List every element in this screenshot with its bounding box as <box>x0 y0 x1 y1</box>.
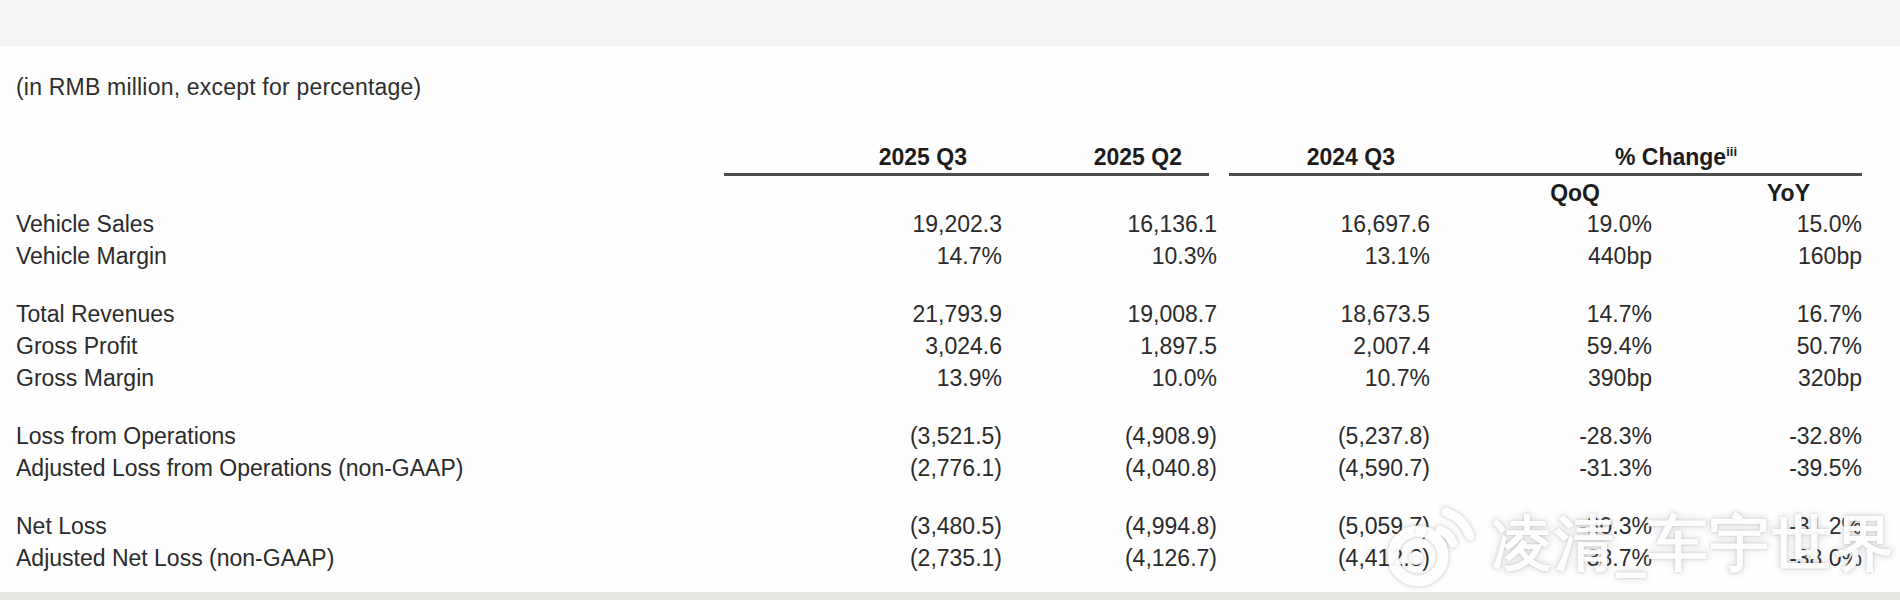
subheader-yoy: YoY <box>1652 180 1862 206</box>
subheader-qoq: QoQ <box>1430 180 1652 206</box>
units-note: (in RMB million, except for percentage) <box>16 72 1900 102</box>
content: (in RMB million, except for percentage) … <box>0 46 1900 574</box>
bottom-bar <box>0 592 1900 600</box>
table-body: Vehicle Sales 19,202.3 16,136.1 16,697.6… <box>16 208 1900 574</box>
table-row-gross-profit: Gross Profit 3,024.6 1,897.5 2,007.4 59.… <box>16 330 1900 362</box>
rule-2025-columns <box>724 173 1209 176</box>
column-header-2025-q2: 2025 Q2 <box>1002 143 1217 171</box>
table-row-vehicle-sales: Vehicle Sales 19,202.3 16,136.1 16,697.6… <box>16 208 1900 240</box>
page: (in RMB million, except for percentage) … <box>0 0 1900 600</box>
column-header-2024-q3: 2024 Q3 <box>1217 143 1430 171</box>
table-row-vehicle-margin: Vehicle Margin 14.7% 10.3% 13.1% 440bp 1… <box>16 240 1900 272</box>
table-row-adjusted-loss-from-operations: Adjusted Loss from Operations (non-GAAP)… <box>16 452 1900 484</box>
table-row-total-revenues: Total Revenues 21,793.9 19,008.7 18,673.… <box>16 298 1900 330</box>
table-header-row: 2025 Q3 2025 Q2 2024 Q3 % Changeiii <box>16 138 1900 171</box>
pct-change-label: % Change <box>1615 144 1726 170</box>
column-header-pct-change: % Changeiii <box>1430 138 1862 171</box>
table-row-adjusted-net-loss: Adjusted Net Loss (non-GAAP) (2,735.1) (… <box>16 542 1900 574</box>
table-subheader-row: QoQ YoY <box>16 180 1900 206</box>
top-bar <box>0 0 1900 46</box>
table-row-net-loss: Net Loss (3,480.5) (4,994.8) (5,059.7) -… <box>16 510 1900 542</box>
table-row-loss-from-operations: Loss from Operations (3,521.5) (4,908.9)… <box>16 420 1900 452</box>
rule-2024-pct-columns <box>1229 173 1862 176</box>
column-header-2025-q3: 2025 Q3 <box>724 143 1002 171</box>
financial-table: 2025 Q3 2025 Q2 2024 Q3 % Changeiii QoQ … <box>0 138 1900 574</box>
table-row-gross-margin: Gross Margin 13.9% 10.0% 10.7% 390bp 320… <box>16 362 1900 394</box>
pct-change-footnote: iii <box>1726 144 1737 159</box>
header-rules <box>16 173 1900 176</box>
